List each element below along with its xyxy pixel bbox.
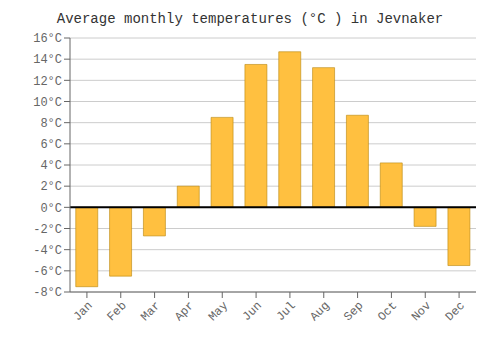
- svg-text:-6°C: -6°C: [33, 265, 62, 279]
- svg-text:Oct: Oct: [375, 299, 400, 324]
- svg-text:12°C: 12°C: [33, 75, 62, 89]
- svg-text:-2°C: -2°C: [33, 223, 62, 237]
- svg-text:Mar: Mar: [138, 299, 163, 324]
- svg-text:16°C: 16°C: [33, 32, 62, 46]
- svg-text:10°C: 10°C: [33, 96, 62, 110]
- html-text:Average monthly temperatures (: Average monthly temperatures (°C ) in Je…: [56, 11, 444, 27]
- svg-text:Feb: Feb: [104, 299, 129, 324]
- svg-text:Jun: Jun: [240, 299, 265, 324]
- svg-text:Apr: Apr: [172, 299, 197, 324]
- svg-text:8°C: 8°C: [40, 117, 62, 131]
- svg-text:-8°C: -8°C: [33, 286, 62, 300]
- svg-text:0°C: 0°C: [40, 202, 62, 216]
- svg-text:May: May: [206, 299, 231, 324]
- svg-text:-4°C: -4°C: [33, 244, 62, 258]
- svg-text:Nov: Nov: [409, 299, 434, 324]
- svg-text:2°C: 2°C: [40, 180, 62, 194]
- svg-text:14°C: 14°C: [33, 53, 62, 67]
- svg-text:4°C: 4°C: [40, 159, 62, 173]
- svg-text:Dec: Dec: [443, 299, 468, 324]
- svg-text:Jan: Jan: [71, 299, 96, 324]
- svg-text:Jul: Jul: [274, 299, 299, 324]
- svg-text:6°C: 6°C: [40, 138, 62, 152]
- svg-text:Sep: Sep: [341, 299, 366, 324]
- svg-text:Aug: Aug: [307, 299, 332, 324]
